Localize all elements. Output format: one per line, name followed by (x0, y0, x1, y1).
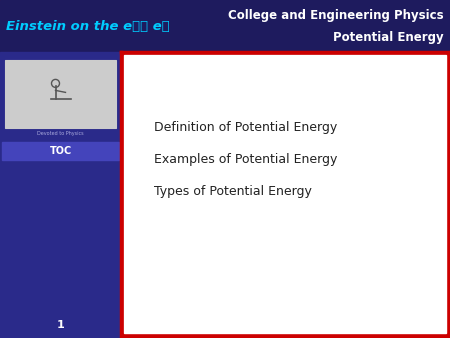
Bar (124, 55, 446, 333)
Text: Einstein on the eچص eب: Einstein on the eچص eب (6, 20, 170, 33)
Bar (2, 142, 119, 161)
Text: Examples of Potential Energy: Examples of Potential Energy (154, 153, 338, 166)
Text: Devoted to Physics: Devoted to Physics (37, 131, 84, 137)
Text: TOC: TOC (50, 146, 72, 156)
Text: Definition of Potential Energy: Definition of Potential Energy (154, 121, 337, 134)
Bar (5, 61, 116, 128)
Text: College and Engineering Physics: College and Engineering Physics (228, 9, 444, 22)
Text: Types of Potential Energy: Types of Potential Energy (154, 185, 312, 198)
Bar (0, 52, 121, 338)
Bar (0, 0, 450, 52)
Text: 1: 1 (57, 320, 64, 330)
Text: Potential Energy: Potential Energy (333, 31, 444, 44)
